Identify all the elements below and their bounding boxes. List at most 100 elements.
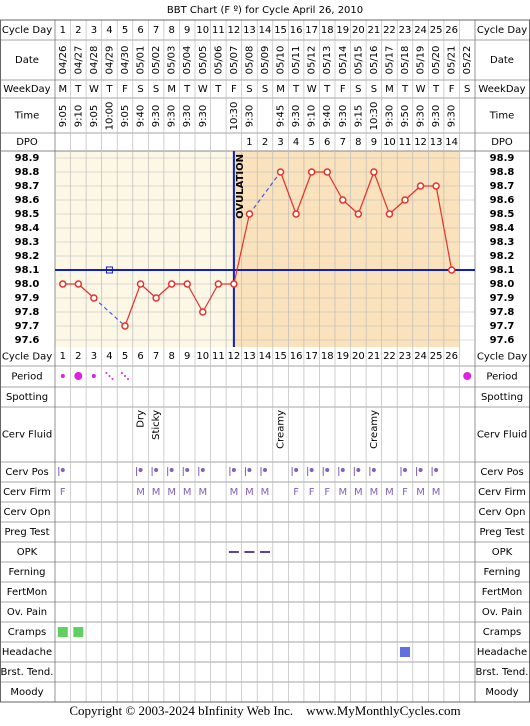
y-tick-label: 98.3 bbox=[490, 237, 515, 248]
cerv-firm: M bbox=[136, 487, 145, 498]
dpo: 14 bbox=[445, 137, 458, 148]
temp-point bbox=[432, 182, 440, 190]
cerv-pos bbox=[309, 468, 314, 472]
period-spotting bbox=[121, 372, 129, 380]
weekday: T bbox=[432, 84, 440, 95]
y-tick-label: 97.9 bbox=[15, 293, 40, 304]
weekday: F bbox=[340, 84, 346, 95]
temp-point bbox=[339, 196, 347, 204]
cerv-firm: F bbox=[60, 487, 66, 498]
cycle-day: 17 bbox=[305, 25, 318, 36]
date: 05/20 bbox=[431, 46, 442, 75]
cycle-day: 3 bbox=[91, 25, 97, 36]
date: 04/27 bbox=[73, 46, 84, 75]
dpo: 7 bbox=[340, 137, 346, 148]
weekday: S bbox=[464, 84, 470, 95]
cycle-day: 12 bbox=[228, 25, 241, 36]
weekday: M bbox=[276, 84, 285, 95]
cycle-day: 12 bbox=[228, 351, 241, 362]
date: 05/01 bbox=[136, 46, 147, 75]
time: 9:15 bbox=[353, 105, 364, 127]
cycle-day: 9 bbox=[184, 351, 190, 362]
date: 04/26 bbox=[58, 46, 69, 75]
time: 9:05 bbox=[89, 105, 100, 127]
cramps bbox=[57, 627, 68, 637]
dpo: 12 bbox=[414, 137, 427, 148]
cycle-day: 14 bbox=[259, 351, 272, 362]
dpo: 8 bbox=[355, 137, 361, 148]
time: 9:30 bbox=[244, 105, 255, 127]
weekday: S bbox=[371, 84, 377, 95]
coverline-marker bbox=[105, 266, 113, 274]
temp-point bbox=[292, 210, 300, 218]
temp-point bbox=[183, 280, 191, 288]
weekday: S bbox=[246, 84, 252, 95]
cycle-day: 25 bbox=[430, 25, 443, 36]
y-tick-label: 98.2 bbox=[15, 251, 40, 262]
weekday: S bbox=[137, 84, 143, 95]
cerv-firm: F bbox=[324, 487, 330, 498]
row-label: DPO bbox=[491, 137, 513, 148]
cycle-day: 2 bbox=[75, 351, 81, 362]
cycle-day: 19 bbox=[336, 351, 349, 362]
weekday: T bbox=[292, 84, 300, 95]
cerv-firm: M bbox=[152, 487, 161, 498]
date: 04/28 bbox=[89, 46, 100, 75]
cerv-firm: F bbox=[293, 487, 299, 498]
date: 05/16 bbox=[369, 46, 380, 75]
row-label: DPO bbox=[16, 137, 38, 148]
y-tick-label: 98.5 bbox=[15, 209, 40, 220]
cerv-pos bbox=[60, 468, 65, 472]
y-tick-label: 98.7 bbox=[490, 181, 515, 192]
time: 9:30 bbox=[291, 105, 302, 127]
y-tick-label: 97.8 bbox=[490, 307, 515, 318]
temp-connector bbox=[202, 283, 219, 313]
time: 10:00 bbox=[104, 102, 115, 131]
cerv-firm: M bbox=[354, 487, 363, 498]
time: 9:40 bbox=[136, 105, 147, 127]
time: 9:30 bbox=[167, 105, 178, 127]
cycle-day: 6 bbox=[137, 25, 143, 36]
ovulation-label: OVULATION bbox=[235, 154, 246, 219]
temp-point bbox=[230, 280, 238, 288]
temp-point bbox=[121, 322, 129, 330]
temp-point bbox=[307, 168, 316, 176]
post-ovulation-bg bbox=[233, 151, 460, 347]
temp-connector bbox=[326, 171, 344, 201]
cycle-day: 15 bbox=[274, 351, 287, 362]
weekday: M bbox=[167, 84, 176, 95]
row-label: Ferning bbox=[8, 567, 45, 578]
dpo: 13 bbox=[430, 137, 443, 148]
cerv-pos bbox=[185, 468, 190, 472]
row-label: Cycle Day bbox=[477, 25, 527, 36]
date: 05/07 bbox=[229, 46, 240, 75]
time: 9:10 bbox=[307, 105, 318, 127]
cerv-firm: M bbox=[167, 487, 176, 498]
temp-connector bbox=[124, 283, 142, 327]
dpo: 6 bbox=[324, 137, 330, 148]
row-label: Headache bbox=[2, 647, 52, 658]
date: 05/04 bbox=[182, 46, 193, 75]
cerv-pos bbox=[138, 468, 143, 472]
cycle-day: 8 bbox=[168, 351, 174, 362]
cycle-day: 17 bbox=[305, 351, 318, 362]
y-tick-label: 98.9 bbox=[15, 153, 40, 164]
row-label: Spotting bbox=[6, 392, 48, 403]
cycle-day: 10 bbox=[196, 351, 209, 362]
y-tick-label: 97.7 bbox=[15, 321, 40, 332]
row-label: Ov. Pain bbox=[7, 607, 47, 618]
row-label: OPK bbox=[492, 547, 513, 558]
cycle-day: 14 bbox=[259, 25, 272, 36]
date: 04/30 bbox=[120, 46, 131, 75]
cycle-day: 5 bbox=[122, 351, 128, 362]
date: 04/29 bbox=[104, 46, 115, 75]
dpo: 2 bbox=[262, 137, 268, 148]
date: 05/15 bbox=[353, 46, 364, 75]
temp-point bbox=[136, 280, 145, 288]
row-label: Date bbox=[490, 55, 514, 66]
cycle-day: 22 bbox=[383, 25, 396, 36]
weekday: W bbox=[198, 84, 208, 95]
time: 9:05 bbox=[120, 105, 131, 127]
y-tick-label: 98.3 bbox=[15, 237, 40, 248]
